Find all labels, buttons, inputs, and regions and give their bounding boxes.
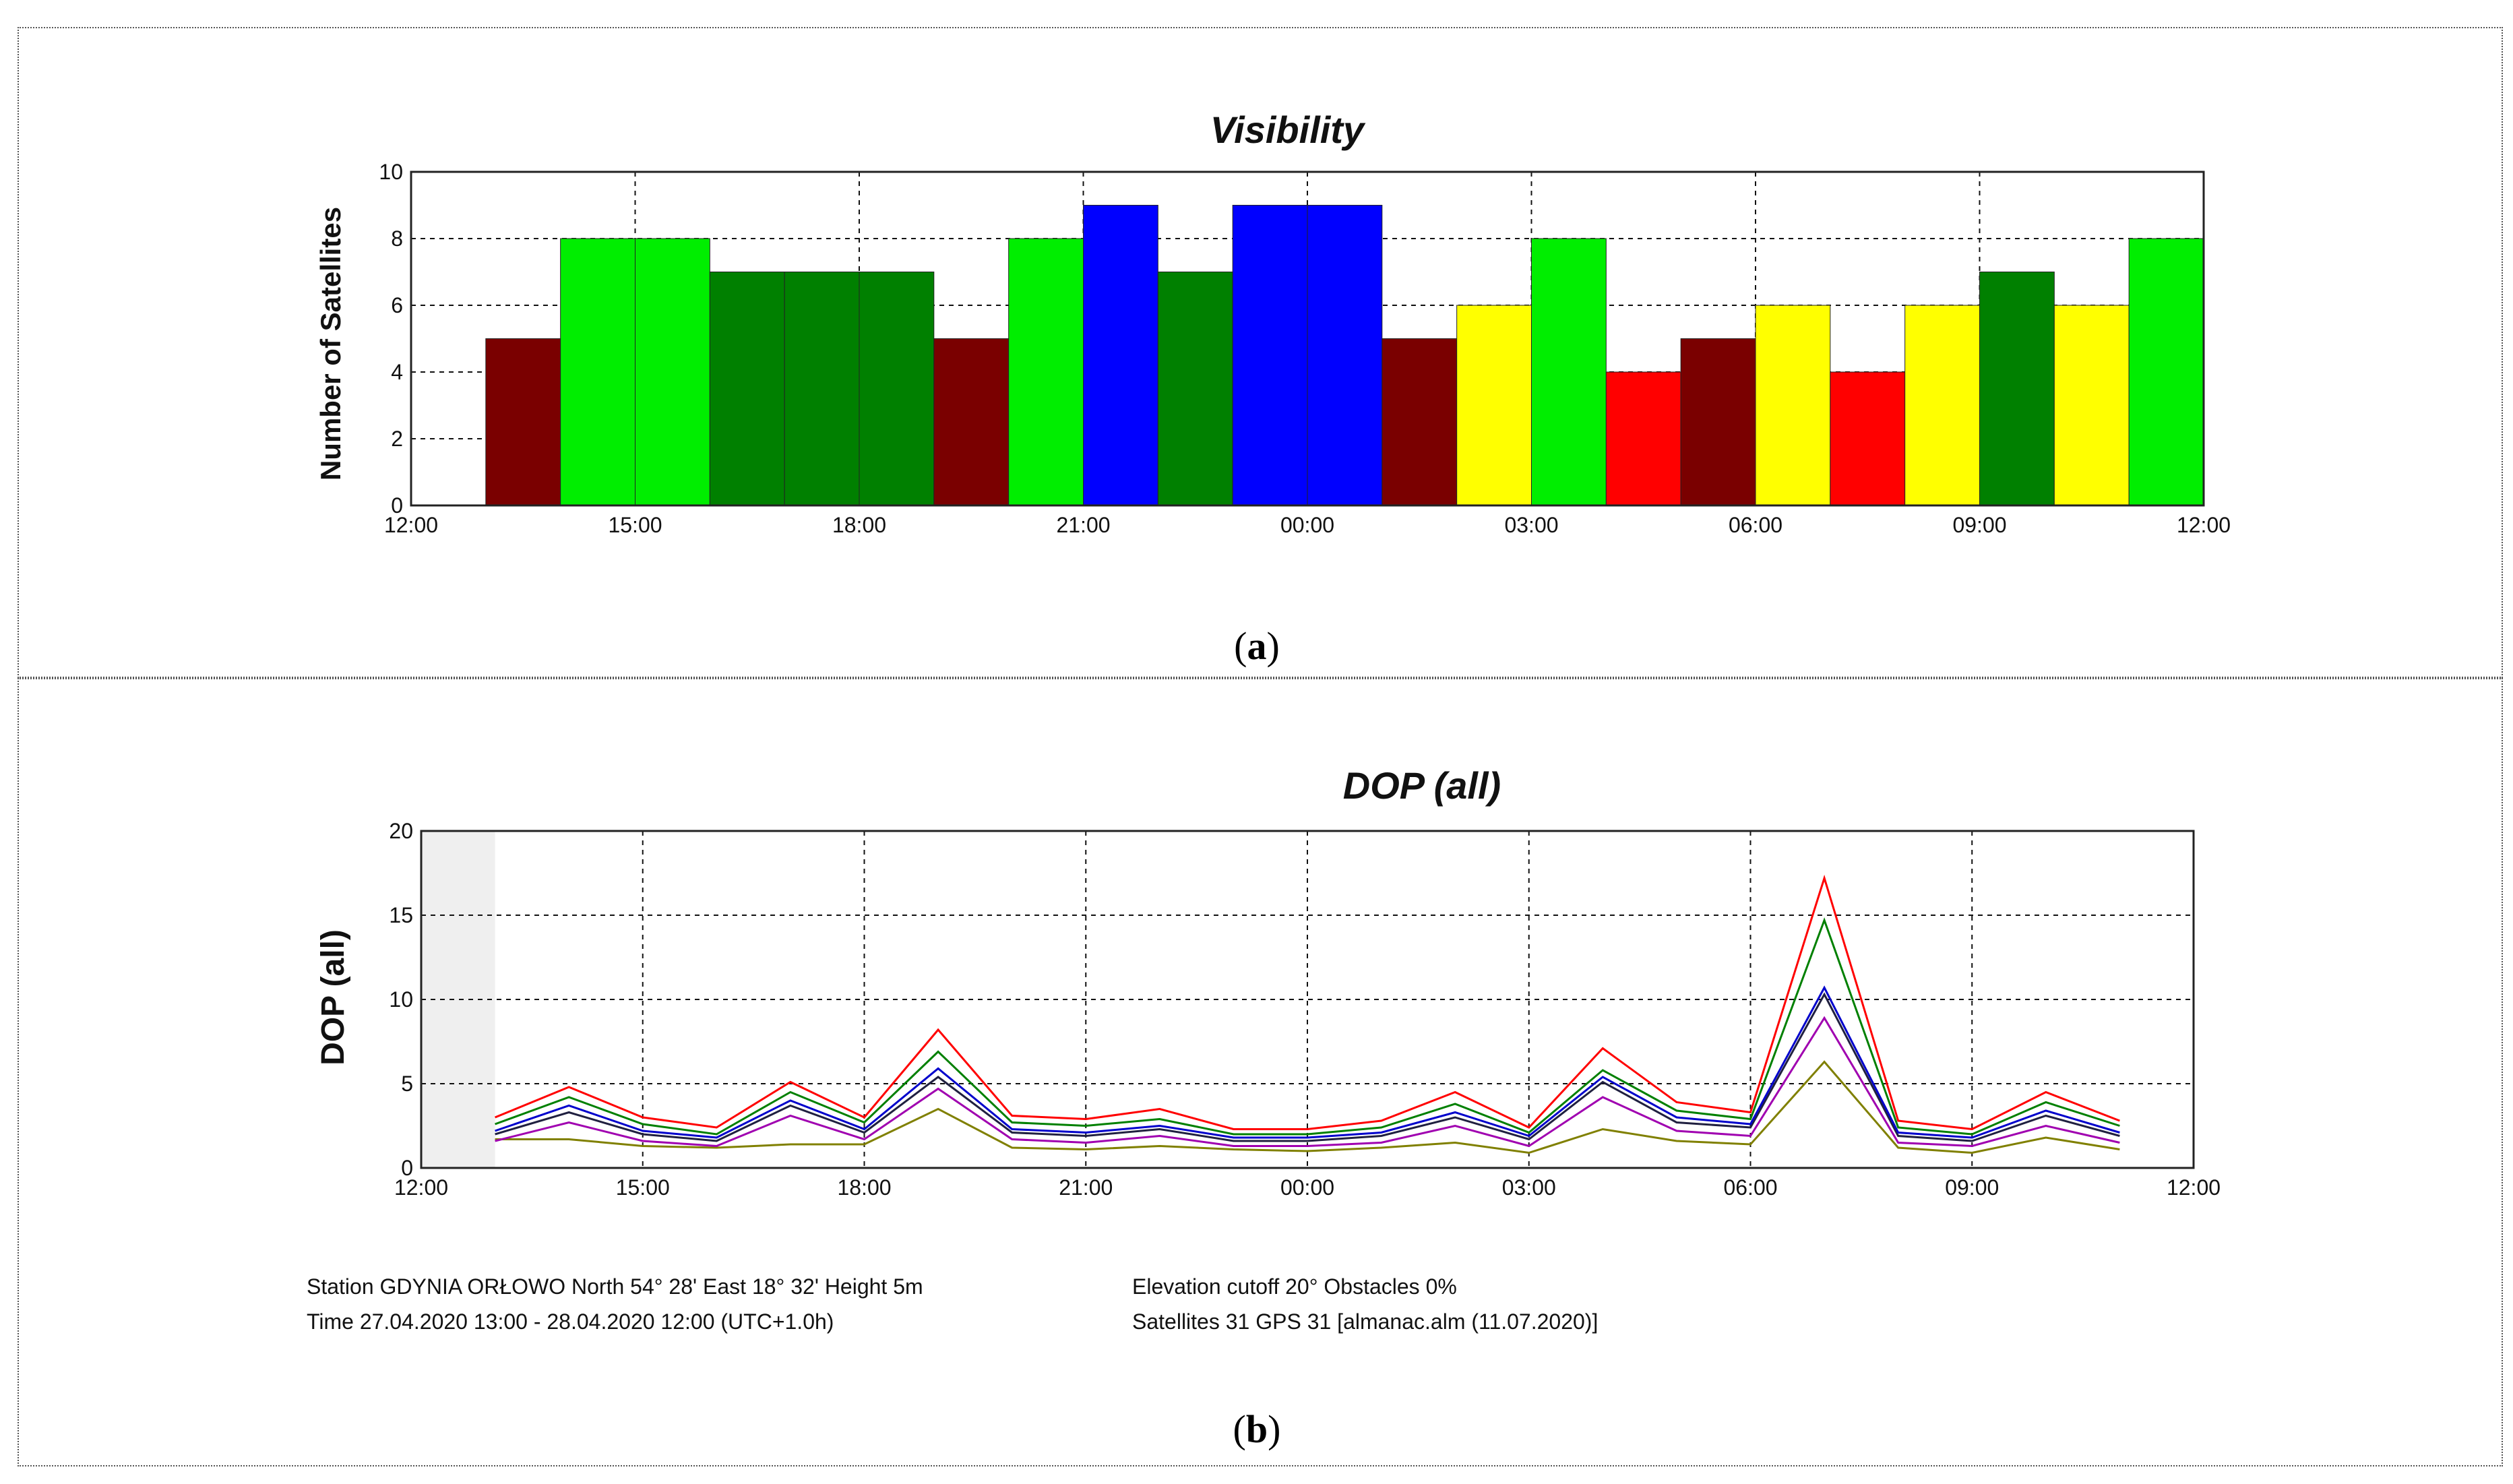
visibility-bar [1904,305,1981,506]
visibility-y-label: Number of Satellites [315,207,346,481]
visibility-x-tick-label: 06:00 [1729,513,1782,537]
dop-plot-frame [420,830,2195,1169]
dop-x-tick-label: 18:00 [837,1175,891,1200]
visibility-x-tick-label: 00:00 [1280,513,1334,537]
visibility-bar [1605,371,1681,506]
station-info: Station GDYNIA ORŁOWO North 54° 28' East… [307,1274,1598,1334]
visibility-bar [2128,238,2204,506]
visibility-bar [709,272,785,506]
visibility-plot-frame [410,171,2205,507]
visibility-x-tick-label: 15:00 [608,513,662,537]
visibility-bar [2053,305,2130,506]
visibility-bar [635,238,710,506]
visibility-bar [1083,205,1158,506]
dop-grid [421,831,2194,1168]
dop-y-tick-label: 5 [401,1072,413,1096]
dop-series-red [495,874,2120,1131]
dop-y-ticks: 0 5 10 15 20 [389,819,413,1180]
footer-left-line1: Station GDYNIA ORŁOWO North 54° 28' East… [307,1274,923,1299]
visibility-bar [485,338,561,506]
visibility-y-tick-label: 6 [391,293,403,317]
visibility-bar [784,272,860,506]
caption-a: (a) [1234,624,1280,668]
dop-x-tick-label: 03:00 [1502,1175,1556,1200]
dop-x-tick-label: 15:00 [616,1175,670,1200]
dop-lines [495,874,2120,1154]
visibility-bar [1830,371,1906,506]
dop-x-tick-label: 12:00 [394,1175,448,1200]
visibility-bar [859,272,935,506]
dop-y-tick-label: 15 [389,903,413,927]
visibility-y-tick-label: 10 [379,160,403,184]
dop-series-purple [495,1016,2120,1148]
dop-series-blue [495,985,2120,1139]
visibility-bar [1382,338,1458,506]
visibility-y-tick-label: 4 [391,360,403,384]
visibility-bar [1008,238,1084,506]
visibility-bars [485,205,2204,506]
dop-y-tick-label: 10 [389,987,413,1012]
visibility-x-ticks: 12:00 15:00 18:00 21:00 00:00 03:00 06:00 09:00… [384,513,2231,537]
panel-a [18,27,2503,678]
dop-x-tick-label: 06:00 [1723,1175,1777,1200]
visibility-x-tick-label: 09:00 [1952,513,2006,537]
caption-b: (b) [1233,1407,1281,1451]
visibility-bar [1456,305,1532,506]
visibility-y-tick-label: 8 [391,226,403,251]
visibility-title: Visibility [1210,109,1366,151]
footer-right-line1: Elevation cutoff 20° Obstacles 0% [1132,1274,1457,1299]
visibility-y-tick-label: 0 [391,493,403,518]
visibility-chart: Visibility Number of Satellites 0246810 … [315,109,2231,537]
dop-title: DOP (all) [1343,764,1501,807]
visibility-bar [933,338,1010,506]
visibility-bar [560,238,636,506]
visibility-bar [1680,338,1756,506]
visibility-x-tick-label: 03:00 [1504,513,1558,537]
dop-x-tick-label: 21:00 [1059,1175,1113,1200]
visibility-x-tick-label: 21:00 [1056,513,1110,537]
visibility-x-tick-label: 12:00 [384,513,438,537]
visibility-bar [1232,205,1308,506]
dop-x-tick-label: 12:00 [2167,1175,2221,1200]
dop-y-label: DOP (all) [315,929,351,1065]
dop-y-tick-label: 20 [389,819,413,843]
dop-series-green [495,917,2120,1136]
visibility-bar [1755,305,1831,506]
visibility-y-ticks: 0 2 4 6 8 10 [379,160,403,518]
visibility-bar [1979,272,2055,506]
dop-x-ticks: 12:00 15:00 18:00 21:00 00:00 03:00 06:00 09:00… [394,1175,2221,1200]
dop-x-tick-label: 00:00 [1280,1175,1334,1200]
footer-right-line2: Satellites 31 GPS 31 [almanac.alm (11.07… [1132,1309,1598,1334]
visibility-x-tick-label: 12:00 [2177,513,2231,537]
panel-b [18,678,2503,1466]
dop-series-olive [495,1060,2120,1154]
visibility-y-tick-label: 2 [391,427,403,451]
visibility-bar [1531,238,1607,506]
dop-series-navy [495,992,2120,1142]
footer-left-line2: Time 27.04.2020 13:00 - 28.04.2020 12:00… [307,1309,834,1334]
dop-x-tick-label: 09:00 [1945,1175,1999,1200]
visibility-bar [1307,205,1383,506]
visibility-bar [1157,272,1233,506]
dop-y-tick-label: 0 [401,1156,413,1180]
visibility-x-tick-label: 18:00 [832,513,886,537]
